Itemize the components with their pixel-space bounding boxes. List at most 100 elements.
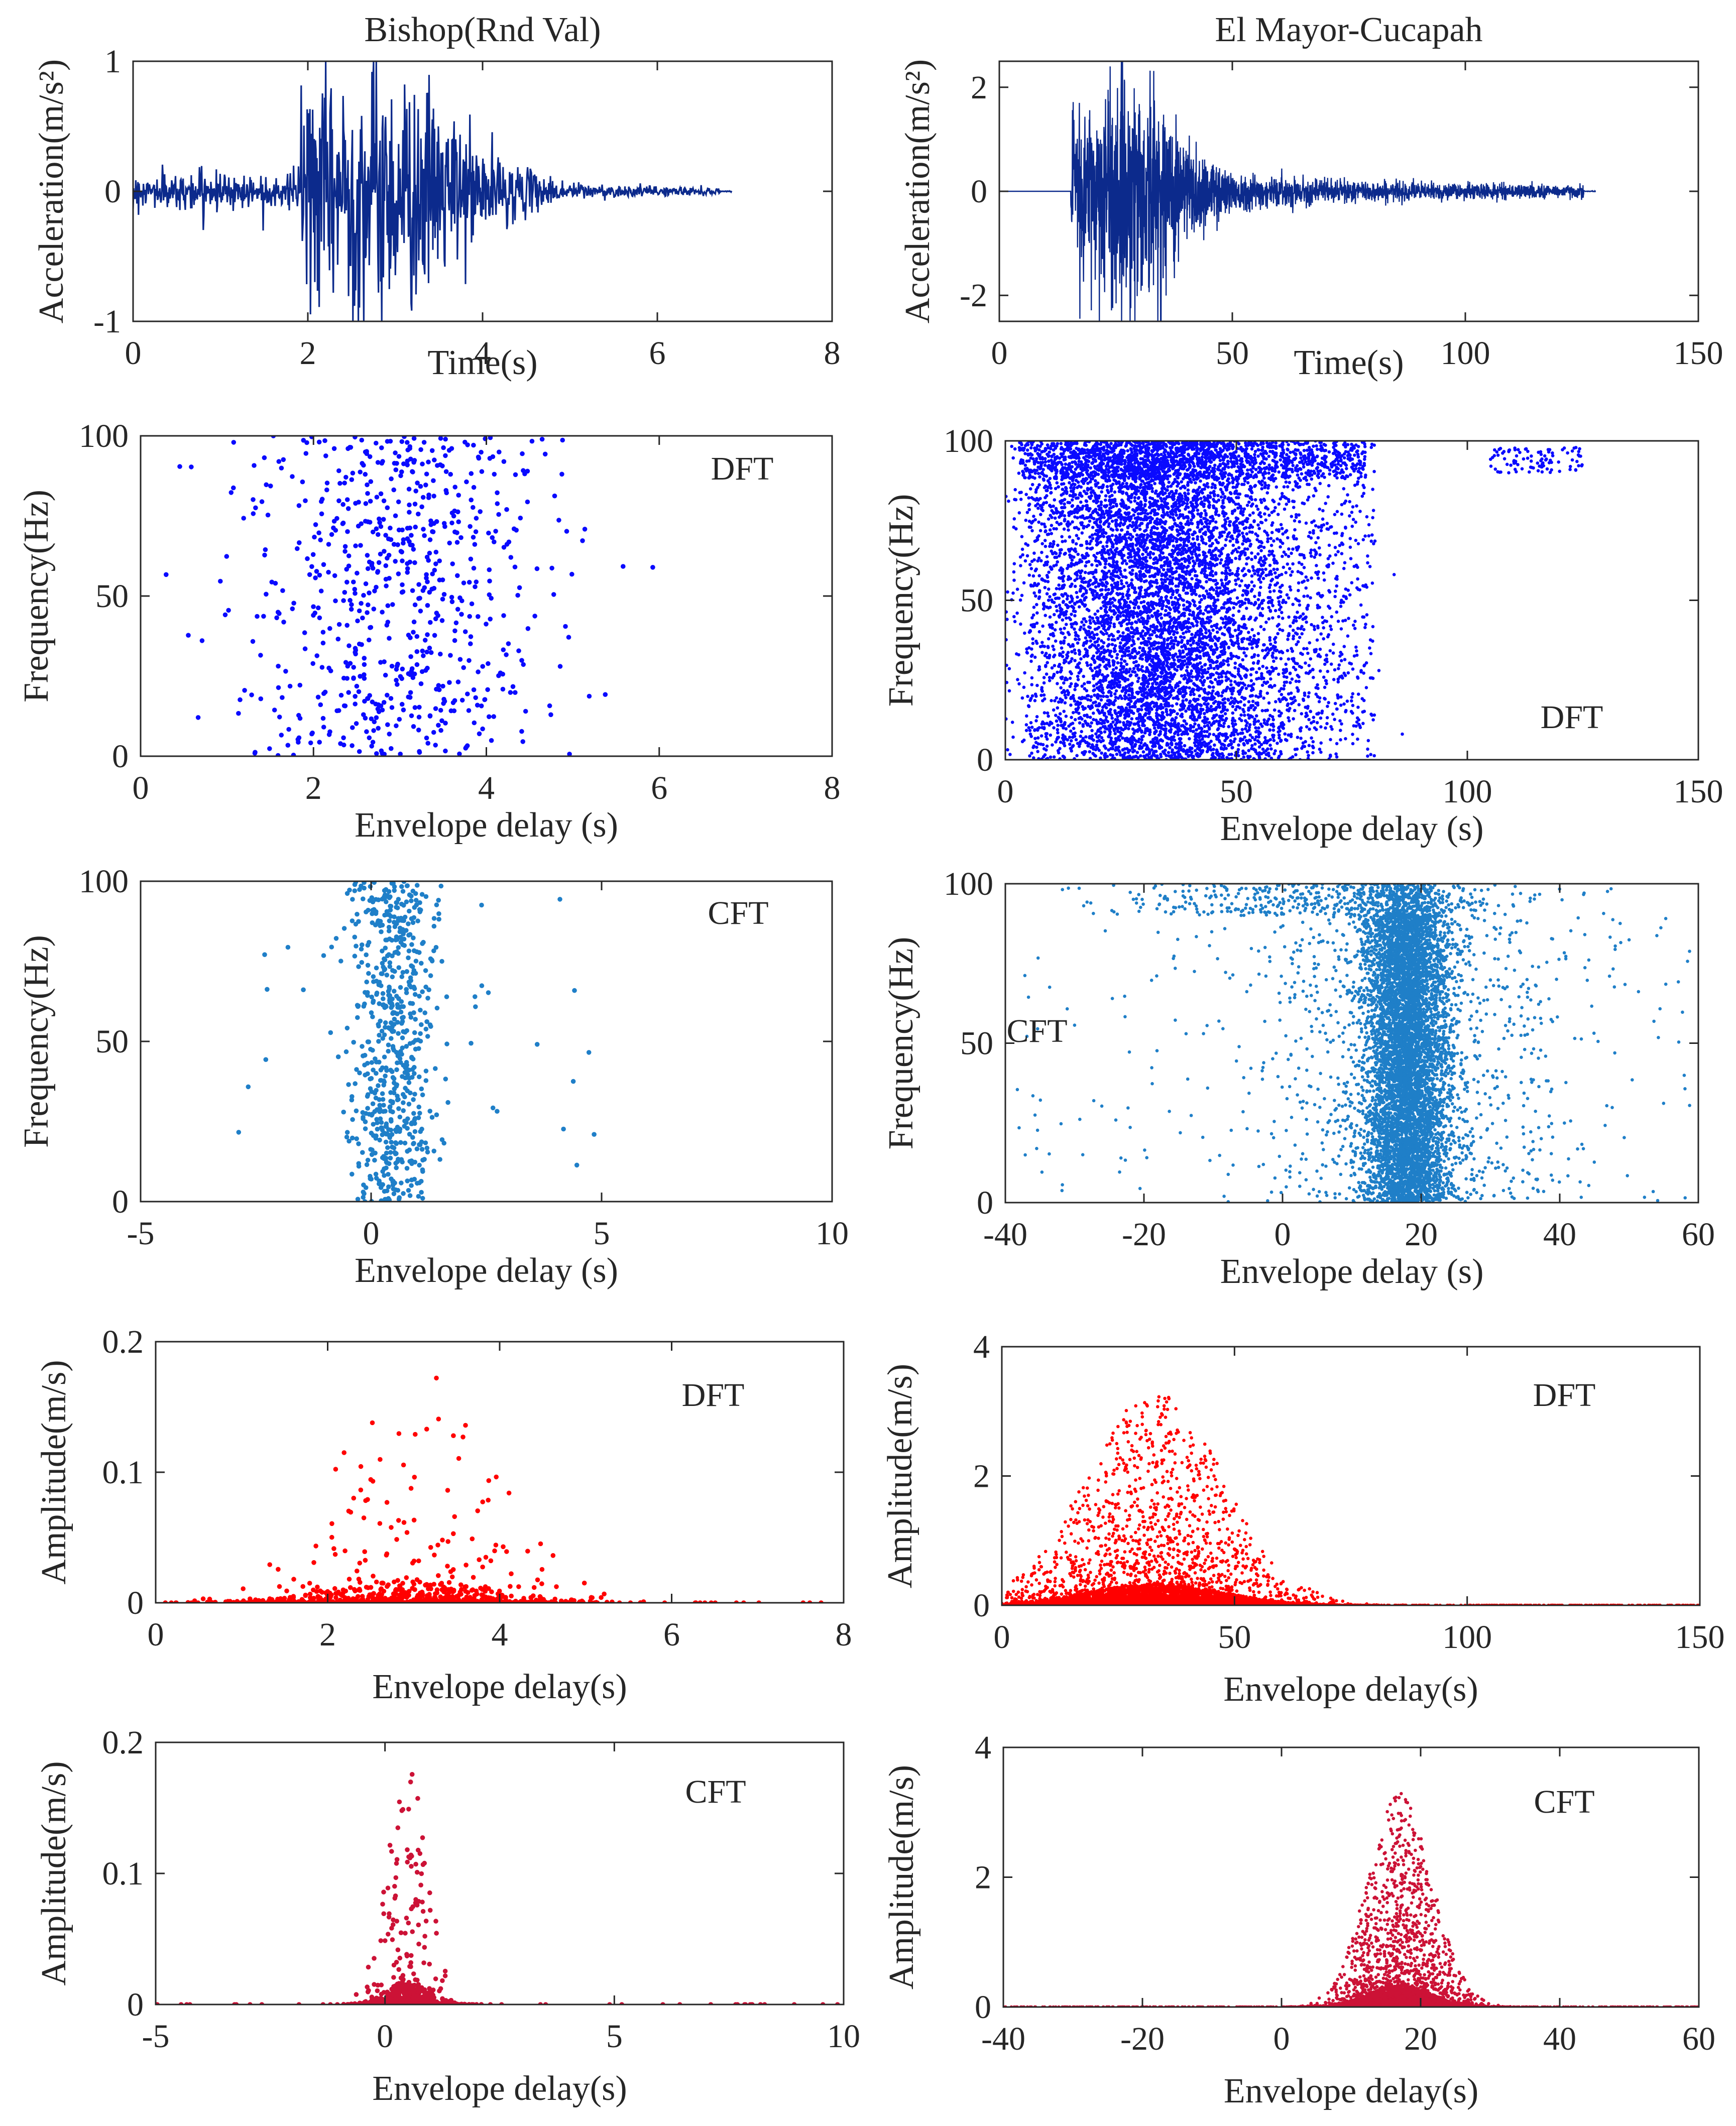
elmayor_dft_freq-point xyxy=(1032,498,1035,501)
elmayor_dft_freq-point xyxy=(1013,517,1016,521)
bishop_dft_freq-point xyxy=(351,470,356,476)
bishop_dft_freq-point xyxy=(401,707,406,713)
elmayor_dft_freq-point xyxy=(1086,664,1090,667)
bishop_dft_freq-point xyxy=(303,646,308,651)
elmayor_dft_freq-point xyxy=(1201,455,1204,459)
bishop_dft_freq-point xyxy=(405,566,410,571)
bishop_dft_freq-point xyxy=(456,493,461,498)
bishop_dft_freq-point xyxy=(416,512,421,517)
elmayor_dft_freq-point xyxy=(1146,546,1149,550)
bishop_dft_freq-point xyxy=(450,561,455,566)
elmayor_dft_freq-point xyxy=(1293,537,1296,541)
elmayor_dft_freq-point xyxy=(1306,750,1309,754)
elmayor_dft_freq-point xyxy=(1120,499,1124,502)
bishop_dft_freq-point xyxy=(463,629,468,634)
elmayor_dft_freq-point xyxy=(1191,675,1194,679)
bishop_dft_freq-point xyxy=(336,708,341,713)
bishop_dft_freq-point xyxy=(196,715,201,720)
elmayor_dft_freq-point xyxy=(1291,470,1294,474)
elmayor_dft_freq-point xyxy=(1051,627,1054,630)
bishop_dft_freq-point xyxy=(288,684,293,689)
elmayor_dft_freq-point xyxy=(1095,633,1099,636)
bishop_dft_freq-point xyxy=(399,549,404,554)
bishop_dft_freq-point xyxy=(410,469,415,474)
bishop_dft_freq-point xyxy=(350,725,355,730)
elmayor_dft_freq-point xyxy=(1571,449,1574,453)
elmayor_dft_freq-point xyxy=(1335,611,1339,614)
bishop_dft_freq-point xyxy=(355,571,360,576)
elmayor_dft_freq-point xyxy=(1135,533,1139,537)
elmayor_dft_freq-point xyxy=(1026,511,1029,514)
elmayor_dft_freq-point xyxy=(1131,635,1135,638)
bishop_dft_freq-point xyxy=(313,522,318,527)
elmayor_dft_freq-point xyxy=(1300,632,1304,636)
elmayor_dft_freq-point xyxy=(1317,570,1320,574)
bishop_dft_freq-point xyxy=(434,687,439,692)
elmayor_dft_freq-point xyxy=(1226,460,1230,463)
bishop_dft_freq-point xyxy=(487,593,492,598)
bishop_dft_freq-point xyxy=(460,698,465,703)
elmayor_dft_freq-point xyxy=(1083,556,1086,560)
elmayor_dft_freq-point xyxy=(1096,708,1100,712)
elmayor_dft_freq-point xyxy=(1060,522,1063,526)
elmayor_dft_freq-point xyxy=(1310,554,1313,558)
bishop_dft_freq-point xyxy=(310,661,315,666)
bishop_dft_freq-point xyxy=(471,505,476,510)
bishop_dft_freq-point xyxy=(377,517,382,522)
elmayor_dft_freq-point xyxy=(1537,469,1540,473)
elmayor_dft_freq-point xyxy=(1016,587,1019,591)
elmayor_dft_freq-point xyxy=(1337,667,1340,670)
elmayor_dft_freq-point xyxy=(1119,572,1123,576)
bishop_acc-xtick-label: 6 xyxy=(649,335,666,372)
elmayor_dft_freq-point xyxy=(1105,706,1108,710)
bishop_dft_freq-point xyxy=(400,439,405,444)
elmayor_dft_freq-point xyxy=(1164,609,1168,613)
bishop_dft_freq-point xyxy=(521,662,526,667)
bishop_dft_freq-point xyxy=(393,559,398,564)
bishop_dft_freq-point xyxy=(473,584,478,589)
bishop_dft_freq-point xyxy=(513,690,518,695)
elmayor_dft_freq-point xyxy=(1130,626,1133,629)
bishop_dft_freq-point xyxy=(427,590,432,595)
elmayor_dft_freq-point xyxy=(1232,544,1235,547)
elmayor_dft_freq-point xyxy=(1203,725,1207,728)
bishop_dft_freq-point xyxy=(432,586,437,591)
elmayor_dft_freq-point xyxy=(1024,493,1028,496)
bishop_dft_freq-point xyxy=(322,438,327,443)
elmayor_dft_freq-point xyxy=(1049,734,1053,737)
elmayor_dft_freq-point xyxy=(1033,656,1037,659)
elmayor_dft_freq-point xyxy=(1189,644,1193,647)
bishop_dft_freq-point xyxy=(422,533,427,538)
bishop_dft_freq-point xyxy=(440,597,445,602)
elmayor_dft_freq-point xyxy=(1362,538,1365,542)
elmayor_dft_freq-point xyxy=(1114,549,1117,552)
elmayor_dft_freq-point xyxy=(1333,474,1337,478)
elmayor_dft_freq-point xyxy=(1065,623,1068,626)
elmayor_dft_freq-point xyxy=(1239,512,1243,515)
elmayor_dft_freq-point xyxy=(1024,519,1028,522)
bishop_dft_freq-point xyxy=(317,573,322,578)
bishop_dft_freq-point xyxy=(497,449,502,454)
elmayor_dft_freq-point xyxy=(1104,702,1108,706)
bishop_dft_freq-point xyxy=(509,555,514,560)
elmayor_dft_freq-point xyxy=(1082,593,1086,596)
elmayor_dft_freq-point xyxy=(1065,727,1068,731)
bishop_dft_freq-point xyxy=(486,661,491,666)
elmayor_dft_freq-point xyxy=(1069,730,1073,733)
bishop_dft_freq-point xyxy=(495,501,500,506)
elmayor_dft_freq-point xyxy=(1276,568,1279,571)
bishop_dft_freq-point xyxy=(540,437,545,442)
bishop_dft_freq-point xyxy=(487,715,492,720)
elmayor_dft_freq-point xyxy=(1096,640,1099,643)
elmayor_dft_freq-point xyxy=(1240,579,1243,583)
bishop_dft_freq-point xyxy=(384,563,389,568)
bishop_dft_freq-point xyxy=(487,567,492,572)
elmayor_dft_freq-point xyxy=(1340,627,1343,631)
elmayor_dft_freq-point xyxy=(1367,523,1371,527)
elmayor_dft_freq-point xyxy=(1557,460,1560,464)
bishop_dft_freq-point xyxy=(359,642,364,647)
bishop_dft_freq-point xyxy=(411,724,416,729)
elmayor_dft_freq-point xyxy=(1311,745,1315,748)
elmayor_dft_freq-point xyxy=(1079,657,1083,661)
elmayor_dft_freq-point xyxy=(1043,727,1046,731)
